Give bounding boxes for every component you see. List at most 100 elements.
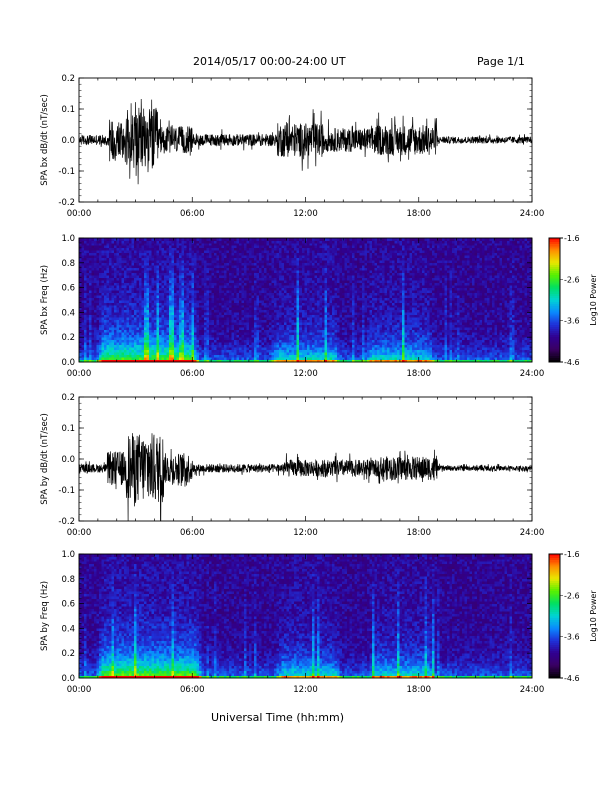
spectrogram-cell bbox=[306, 295, 310, 298]
spectrogram-cell bbox=[216, 324, 220, 328]
spectrogram-cell bbox=[249, 317, 252, 321]
spectrogram-cell bbox=[161, 300, 165, 303]
spectrogram-cell bbox=[84, 332, 87, 336]
spectrogram-cell bbox=[141, 317, 145, 321]
spectrogram-cell bbox=[321, 317, 325, 321]
spectrogram-cell bbox=[271, 344, 275, 348]
spectrogram-cell bbox=[261, 257, 265, 261]
spectrogram-cell bbox=[119, 247, 122, 251]
spectrogram-cell bbox=[266, 260, 270, 264]
spectrogram-cell bbox=[249, 295, 252, 298]
spectrogram-cell bbox=[299, 240, 303, 244]
spectrogram-cell bbox=[84, 295, 87, 298]
spectrogram-cell bbox=[319, 260, 323, 264]
spectrogram-cell bbox=[309, 277, 313, 281]
spectrogram-cell bbox=[236, 257, 240, 261]
spectrogram-cell bbox=[299, 238, 303, 241]
spectrogram-cell bbox=[89, 282, 92, 286]
spectrogram-cell bbox=[216, 307, 220, 311]
spectrogram-cell bbox=[179, 339, 182, 343]
spectrogram-cell bbox=[79, 309, 82, 313]
spectrogram-cell bbox=[136, 349, 140, 353]
spectrogram-cell bbox=[311, 245, 315, 249]
spectrogram-cell bbox=[276, 240, 280, 244]
spectrogram-cell bbox=[246, 357, 250, 360]
spectrogram-cell bbox=[246, 297, 250, 301]
spectrogram-cell bbox=[189, 314, 192, 318]
spectrogram-cell bbox=[141, 314, 145, 318]
spectrogram-cell bbox=[214, 332, 217, 336]
spectrogram-cell bbox=[189, 277, 192, 281]
spectrogram-cell bbox=[209, 324, 212, 328]
spectrogram-cell bbox=[239, 349, 242, 353]
spectrogram-cell bbox=[276, 282, 280, 286]
spectrogram-cell bbox=[256, 267, 260, 271]
spectrogram-cell bbox=[266, 347, 270, 350]
spectrogram-cell bbox=[174, 342, 177, 345]
spectrogram-cell bbox=[214, 319, 217, 323]
spectrogram-cell bbox=[154, 309, 157, 313]
spectrogram-cell bbox=[244, 270, 247, 274]
spectrogram-cell bbox=[299, 257, 303, 261]
spectrogram-cell bbox=[136, 272, 140, 276]
spectrogram-cell bbox=[306, 238, 310, 241]
spectrogram-cell bbox=[299, 324, 303, 328]
spectrogram-cell bbox=[249, 257, 252, 261]
spectrogram-cell bbox=[144, 347, 147, 350]
spectrogram-cell bbox=[319, 292, 323, 296]
spectrogram-cell bbox=[226, 272, 230, 276]
spectrogram-cell bbox=[224, 314, 227, 318]
spectrogram-cell bbox=[304, 252, 308, 256]
spectrogram-cell bbox=[251, 324, 255, 328]
spectrogram-cell bbox=[209, 272, 212, 276]
spectrogram-cell bbox=[249, 238, 252, 241]
spectrogram-cell bbox=[244, 359, 247, 363]
spectrogram-cell bbox=[101, 349, 105, 353]
spectrogram-cell bbox=[169, 265, 172, 269]
spectrogram-cell bbox=[234, 324, 237, 328]
spectrogram-cell bbox=[194, 290, 197, 293]
spectrogram-cell bbox=[224, 262, 227, 266]
spectrogram-cell bbox=[249, 280, 252, 283]
spectrogram-cell bbox=[314, 332, 318, 336]
spectrogram-cell bbox=[309, 347, 313, 350]
spectrogram-cell bbox=[201, 334, 205, 338]
spectrogram-cell bbox=[309, 272, 313, 276]
spectrogram-cell bbox=[311, 314, 315, 318]
spectrogram-cell bbox=[299, 262, 303, 266]
spectrogram-cell bbox=[146, 297, 150, 301]
spectrogram-cell bbox=[301, 339, 305, 343]
spectrogram-cell bbox=[191, 275, 195, 278]
spectrogram-cell bbox=[149, 265, 152, 269]
spectrogram-cell bbox=[156, 257, 160, 261]
spectrogram-cell bbox=[126, 302, 130, 306]
spectrogram-cell bbox=[131, 307, 135, 311]
spectrogram-cell bbox=[216, 322, 220, 326]
spectrogram-cell bbox=[304, 282, 308, 286]
spectrogram-cell bbox=[304, 275, 308, 278]
spectrogram-cell bbox=[181, 240, 185, 244]
spectrogram-cell bbox=[281, 354, 285, 358]
spectrogram-cell bbox=[166, 285, 170, 288]
spectrogram-cell bbox=[304, 337, 308, 340]
spectrogram-cell bbox=[226, 352, 230, 355]
spectrogram-cell bbox=[306, 292, 310, 296]
spectrogram-cell bbox=[291, 349, 295, 353]
spectrogram-cell bbox=[174, 270, 177, 274]
spectrogram-cell bbox=[159, 334, 162, 338]
spectrogram-cell bbox=[104, 354, 107, 358]
spectrogram-cell bbox=[129, 334, 132, 338]
spectrogram-cell bbox=[254, 272, 257, 276]
spectrogram-cell bbox=[266, 307, 270, 311]
spectrogram-cell bbox=[221, 262, 225, 266]
spectrogram-cell bbox=[171, 322, 175, 326]
spectrogram-cell bbox=[104, 319, 107, 323]
spectrogram-cell bbox=[124, 329, 127, 333]
spectrogram-cell bbox=[169, 307, 172, 311]
spectrogram-cell bbox=[261, 297, 265, 301]
spectrogram-cell bbox=[266, 300, 270, 303]
spectrogram-cell bbox=[176, 342, 180, 345]
spectrogram-cell bbox=[231, 319, 235, 323]
spectrogram-cell bbox=[289, 307, 293, 311]
spectrogram-cell bbox=[199, 285, 202, 288]
